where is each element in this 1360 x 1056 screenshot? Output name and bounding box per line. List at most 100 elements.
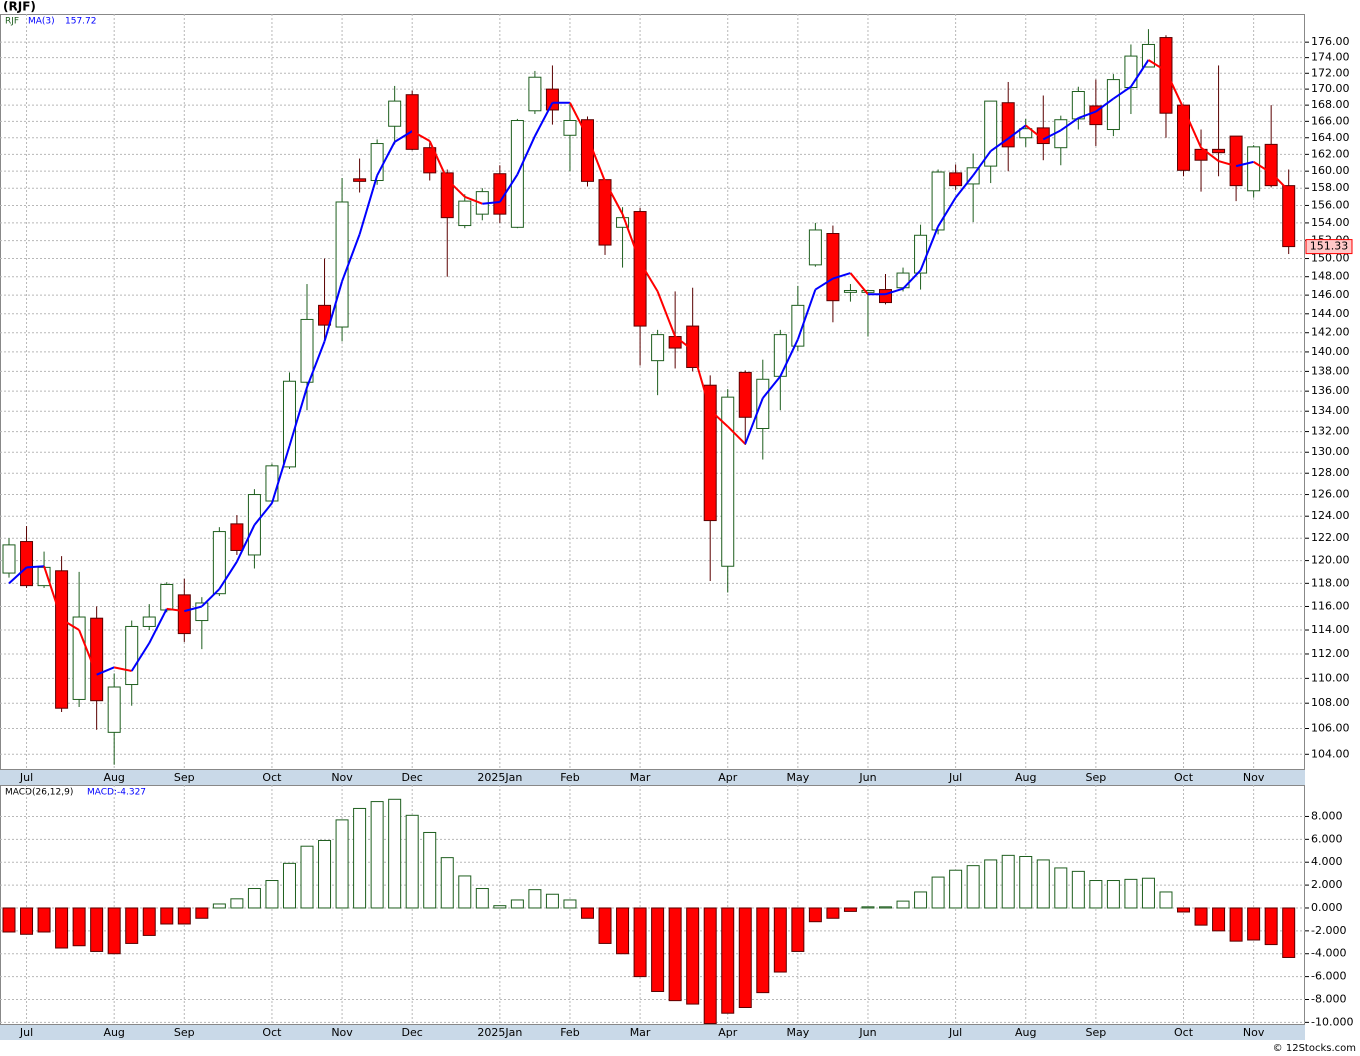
macd-bar bbox=[230, 898, 244, 909]
candle-body bbox=[318, 304, 332, 326]
legend-ma: MA(3) bbox=[28, 17, 55, 27]
x-tick-label: Mar bbox=[630, 1026, 651, 1039]
ma-segment bbox=[1025, 124, 1044, 141]
ma-segment bbox=[1077, 110, 1097, 120]
x-tick-label: 2025Jan bbox=[477, 1026, 522, 1039]
ma-segment bbox=[954, 174, 974, 199]
candle-body bbox=[1019, 128, 1033, 139]
ma-segment bbox=[919, 226, 940, 271]
y-tick-label: 120.00 bbox=[1311, 554, 1350, 567]
ma-segment bbox=[709, 409, 729, 428]
candle-body bbox=[177, 594, 191, 635]
ma-segment bbox=[446, 178, 466, 198]
x-tick-label: May bbox=[786, 1026, 809, 1039]
ma-segment bbox=[727, 425, 746, 445]
x-tick-label: Oct bbox=[262, 771, 282, 784]
ma-segment bbox=[1253, 161, 1272, 174]
macd-bar bbox=[966, 865, 980, 909]
ma-segment bbox=[464, 195, 483, 205]
macd-bar bbox=[195, 907, 209, 919]
candle-body bbox=[107, 686, 121, 733]
ma-segment bbox=[1007, 124, 1027, 140]
macd-bar bbox=[318, 839, 332, 909]
macd-bar bbox=[300, 845, 314, 909]
macd-bar bbox=[703, 907, 717, 1025]
x-tick-label: Oct bbox=[262, 1026, 282, 1039]
macd-bar bbox=[72, 907, 86, 947]
macd-bar bbox=[1177, 907, 1191, 913]
candle-body bbox=[756, 378, 770, 430]
y-tick-label: 126.00 bbox=[1311, 488, 1350, 501]
ma-segment bbox=[323, 281, 344, 342]
candle-body bbox=[651, 334, 665, 362]
candle-body bbox=[1282, 185, 1296, 248]
macd-bar bbox=[1054, 867, 1068, 909]
candle-body bbox=[353, 178, 367, 182]
ma-segment bbox=[814, 277, 834, 291]
y-tick-label: 170.00 bbox=[1311, 82, 1350, 95]
x-tick-label: Apr bbox=[718, 1026, 738, 1039]
y-tick-label: 104.00 bbox=[1311, 747, 1350, 760]
y-tick-label: 114.00 bbox=[1311, 623, 1350, 636]
macd-bar bbox=[1089, 880, 1103, 909]
ma-segment bbox=[779, 338, 799, 377]
macd-bar bbox=[1106, 880, 1120, 909]
x-tick-label: Sep bbox=[174, 771, 195, 784]
y-tick-label: 154.00 bbox=[1311, 216, 1350, 229]
candle-body bbox=[1106, 79, 1120, 131]
x-tick-label: Nov bbox=[331, 771, 353, 784]
candle-body bbox=[1264, 143, 1278, 187]
ma-segment bbox=[1112, 85, 1132, 100]
x-tick-label: Nov bbox=[331, 1026, 353, 1039]
y-tick-label: 106.00 bbox=[1311, 722, 1350, 735]
macd-bar bbox=[563, 899, 577, 909]
x-tick-label: Sep bbox=[1085, 1026, 1106, 1039]
ma-segment bbox=[201, 588, 221, 608]
macd-bar bbox=[2, 907, 16, 933]
ma-segment bbox=[762, 375, 782, 399]
ma-segment bbox=[341, 234, 361, 282]
y-tick-label: 4.000 bbox=[1311, 855, 1343, 868]
y-tick-label: 176.00 bbox=[1311, 35, 1350, 48]
y-tick-label: 118.00 bbox=[1311, 576, 1350, 589]
candle-body bbox=[528, 76, 542, 112]
ma-segment bbox=[1218, 160, 1237, 168]
y-tick-label: 142.00 bbox=[1311, 326, 1350, 339]
x-tick-label: Aug bbox=[103, 1026, 124, 1039]
macd-bar bbox=[668, 907, 682, 1002]
y-tick-label: -10.000 bbox=[1311, 1015, 1353, 1028]
candle-body bbox=[90, 617, 104, 702]
y-tick-label: 166.00 bbox=[1311, 114, 1350, 127]
macd-bar bbox=[598, 907, 612, 944]
macd-bar bbox=[949, 869, 963, 909]
x-tick-label: Sep bbox=[174, 1026, 195, 1039]
ma-segment bbox=[96, 666, 115, 676]
candle-body bbox=[1194, 148, 1208, 161]
candle-body bbox=[668, 336, 682, 349]
candle-body bbox=[282, 380, 296, 468]
y-tick-label: 132.00 bbox=[1311, 425, 1350, 438]
ma-segment bbox=[376, 141, 396, 176]
macd-bar bbox=[1036, 859, 1050, 909]
candle-body bbox=[1212, 148, 1226, 154]
y-tick-label: 162.00 bbox=[1311, 147, 1350, 160]
y-tick-label: 174.00 bbox=[1311, 51, 1350, 64]
ma-segment bbox=[218, 561, 238, 590]
macd-bar bbox=[353, 807, 367, 909]
ma-segment bbox=[656, 291, 677, 337]
ma-segment bbox=[166, 607, 185, 613]
y-tick-label: 148.00 bbox=[1311, 270, 1350, 283]
last-price-label: 151.33 bbox=[1310, 240, 1349, 253]
candle-body bbox=[563, 120, 577, 136]
y-tick-label: 8.000 bbox=[1311, 809, 1343, 822]
y-tick-label: 108.00 bbox=[1311, 696, 1350, 709]
macd-bar bbox=[423, 831, 437, 909]
y-tick-label: 6.000 bbox=[1311, 832, 1343, 845]
y-tick-label: 124.00 bbox=[1311, 509, 1350, 522]
macd-bar bbox=[686, 907, 700, 1005]
ma-segment bbox=[674, 335, 694, 351]
macd-bar bbox=[879, 906, 892, 909]
x-tick-label: Apr bbox=[718, 771, 738, 784]
candle-body bbox=[1054, 119, 1068, 149]
macd-bar bbox=[861, 906, 875, 909]
